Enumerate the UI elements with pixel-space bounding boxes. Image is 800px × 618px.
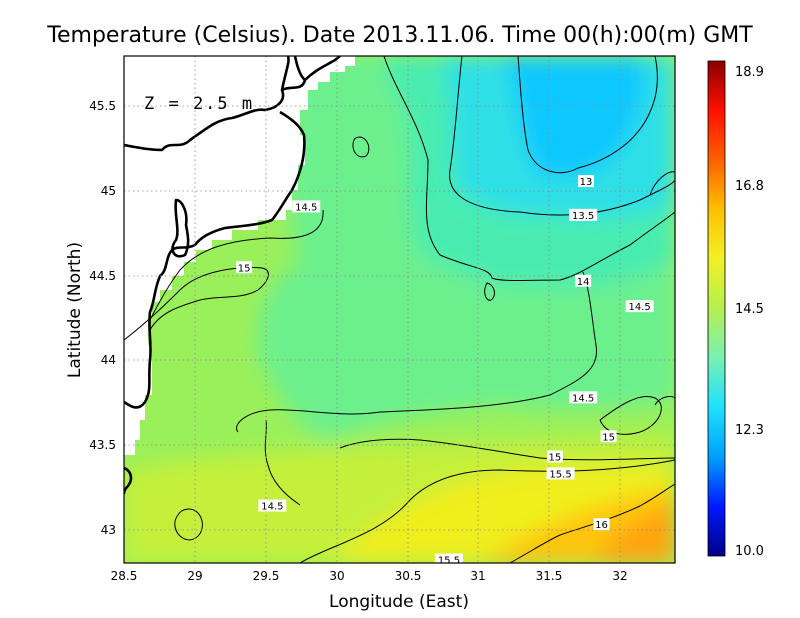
contour-label: 14.5: [629, 302, 651, 313]
temperature-field: [124, 56, 675, 563]
colorbar-tick-label: 16.8: [735, 179, 764, 194]
contour-label-background: [625, 300, 654, 313]
colorbar-tick-label: 12.3: [735, 423, 764, 438]
contour-label-background: [569, 208, 598, 221]
contour-label: 13: [580, 177, 593, 188]
x-tick-label: 31: [470, 569, 485, 583]
grid: [124, 56, 675, 563]
contour-label: 15: [602, 432, 615, 443]
contour-label-background: [546, 467, 575, 480]
colorbar-tick-label: 14.5: [735, 302, 764, 317]
zone-13: [505, 56, 644, 177]
x-tick-label: 29.5: [253, 569, 280, 583]
contour-14-5-east: [236, 271, 597, 433]
contour-label-background: [593, 518, 610, 531]
y-tick-label: 43: [101, 523, 116, 537]
colorbar-bar: [707, 60, 726, 557]
colorbar: 18.9 16.8 14.5 12.3 10.0: [707, 60, 764, 559]
colorbar-tick-label: 18.9: [735, 65, 764, 80]
plot-frame: [123, 55, 676, 564]
contour-15-west: [124, 267, 269, 341]
y-tick-label: 43.5: [89, 438, 116, 452]
contour-14-5-loop: [174, 508, 203, 541]
contour-label-background: [600, 430, 617, 443]
contour-label-background: [236, 261, 253, 274]
contour-13-5: [449, 56, 675, 216]
x-tick-label: 31.5: [536, 569, 563, 583]
contour-14-5-southwest: [264, 419, 301, 506]
x-axis-label: Longitude (East): [329, 592, 469, 612]
y-tick-label: 45.5: [89, 99, 116, 113]
y-tick-label: 45: [101, 184, 116, 198]
contour-15-loop-far: [654, 396, 675, 406]
zone-16-5: [590, 505, 675, 563]
contour-label-background: [575, 274, 592, 287]
contour-label: 15: [549, 453, 562, 464]
contour-label: 14.5: [572, 393, 594, 404]
contour-14-5-blob: [352, 136, 370, 158]
contour-14-5-west: [149, 209, 324, 321]
contour-label-background: [569, 391, 598, 404]
coastline-lake: [171, 198, 190, 258]
y-tick-label: 44: [101, 353, 116, 367]
coastline-danube: [281, 56, 341, 92]
contour-15-south: [339, 438, 675, 461]
x-tick-label: 29: [187, 569, 202, 583]
contour-label: 14.5: [295, 202, 317, 213]
x-tick-label: 30.5: [395, 569, 422, 583]
contour-16: [559, 483, 675, 536]
contour-label: 14: [577, 277, 590, 288]
y-axis-label: Latitude (North): [65, 242, 85, 378]
x-tick-label: 30: [329, 569, 344, 583]
contour-label-background: [577, 175, 594, 188]
map-title: Temperature (Celsius). Date 2013.11.06. …: [46, 23, 753, 48]
contour-14: [383, 56, 675, 281]
colorbar-tick-label: 10.0: [735, 544, 764, 559]
contour-label: 15.5: [438, 556, 460, 567]
contour-13-5-small: [649, 171, 675, 196]
x-tick-label: 32: [612, 569, 627, 583]
contour-15-5: [299, 459, 675, 563]
coastline-danube-branch: [293, 56, 306, 82]
contour-label: 14.5: [261, 502, 283, 513]
y-ticks: 45.5 45 44.5 44 43.5 43: [89, 99, 116, 537]
coastline-west: [124, 110, 306, 409]
plot-area: [124, 56, 675, 563]
contour-lines: [124, 56, 675, 563]
contour-13: [517, 56, 658, 174]
x-tick-label: 28.5: [111, 569, 138, 583]
y-tick-label: 44.5: [89, 269, 116, 283]
depth-label: Z = 2.5 m: [144, 94, 254, 114]
contour-label: 15.5: [549, 469, 571, 480]
x-ticks: 28.5 29 29.5 30 30.5 31 31.5 32: [111, 569, 628, 583]
contour-label-background: [258, 499, 287, 512]
contour-label: 13.5: [572, 211, 594, 222]
land-area: [124, 56, 355, 455]
contour-label-background: [292, 200, 321, 213]
contour-label: 15: [238, 263, 251, 274]
contour-label: 16: [595, 520, 608, 531]
contour-16-ext: [509, 534, 561, 563]
contour-label-background: [546, 450, 563, 463]
contour-14-loop: [484, 282, 495, 301]
contour-labels: 13 13.5 14 14.5 14.5 15 14.5 15 15 15.5 16 14.5 15.5: [236, 175, 654, 567]
